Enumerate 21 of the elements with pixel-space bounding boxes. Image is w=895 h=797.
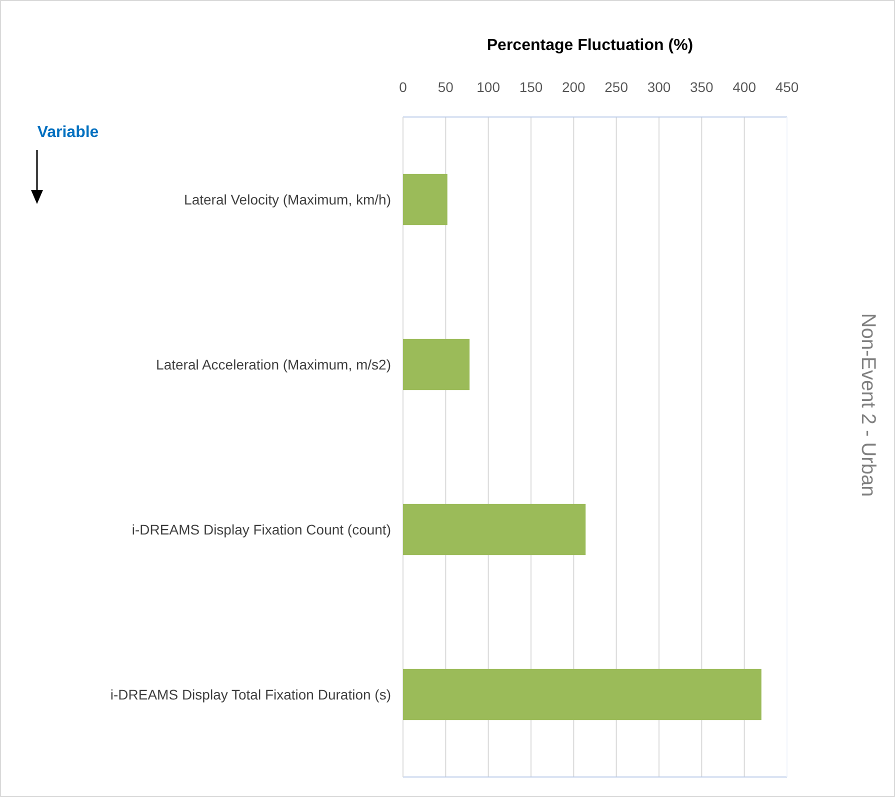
bar bbox=[403, 668, 762, 720]
x-tick-label: 350 bbox=[690, 79, 714, 95]
x-tick-label: 150 bbox=[519, 79, 543, 95]
text: Non-Event 2 - Urban bbox=[857, 313, 879, 497]
x-tick-label: 450 bbox=[775, 79, 799, 95]
x-tick-label: 250 bbox=[604, 79, 628, 95]
bar bbox=[403, 338, 470, 390]
bar bbox=[403, 174, 448, 226]
bar bbox=[403, 504, 586, 556]
x-tick-label: 0 bbox=[399, 79, 408, 95]
y-tick-label: i-DREAMS Display Fixation Count (count) bbox=[132, 521, 391, 538]
y-tick-label: i-DREAMS Display Total Fixation Duration (s) bbox=[110, 686, 391, 702]
y-tick-label: Lateral Acceleration (Maximum, m/s2) bbox=[156, 356, 391, 372]
x-axis-title: Percentage Fluctuation (%) bbox=[486, 37, 694, 54]
x-tick-label: 50 bbox=[438, 79, 454, 95]
y-axis-title: Variable bbox=[37, 124, 99, 141]
y-tick-label: Lateral Velocity (Maximum, km/h) bbox=[184, 191, 391, 208]
x-tick-label: 100 bbox=[476, 79, 500, 95]
x-tick-label: 300 bbox=[647, 79, 671, 95]
x-tick-label: 400 bbox=[732, 79, 756, 95]
x-tick-label: 200 bbox=[562, 79, 586, 95]
